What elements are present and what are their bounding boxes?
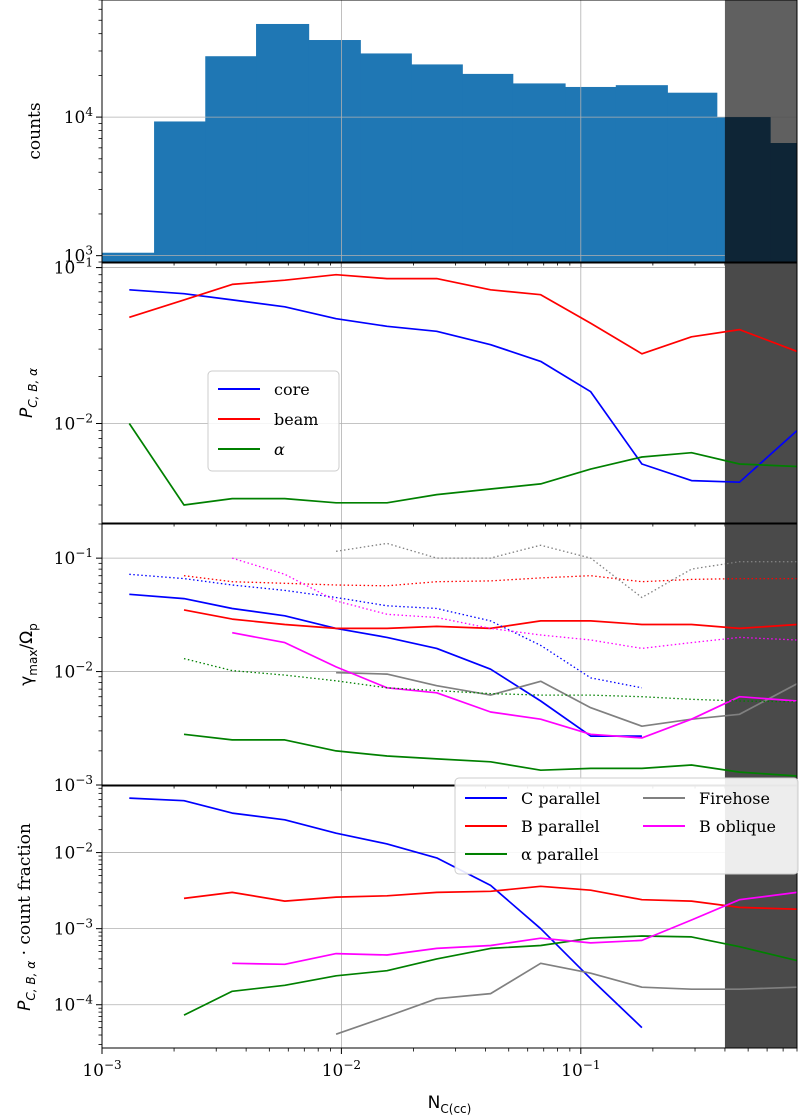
series-line-over-shade [724, 577, 797, 580]
core-line [129, 288, 797, 484]
y-tick-label: 103 [64, 244, 93, 267]
y-tick-label: 10−1 [54, 256, 93, 279]
panel-weighted: 10−4 10−3 10−2 PC, B, α · count fraction 10−… [15, 777, 799, 1116]
legend-label: B oblique [699, 817, 776, 836]
axes-frame [101, 785, 798, 1049]
series-line-over-shade [724, 459, 797, 468]
plot-area [102, 263, 797, 523]
series-line-over-shade [724, 328, 797, 353]
series-line-over-shade [724, 561, 797, 565]
b-parallel-line [183, 609, 797, 630]
series-line-over-shade [724, 695, 797, 705]
legend: C parallel B parallel α parallel Firehose B … [454, 777, 799, 875]
series-line-dotted [183, 575, 797, 587]
legend-label: α [274, 440, 285, 459]
axes-frame [101, 523, 798, 786]
histogram-bar [308, 40, 361, 262]
shaded-region [724, 263, 797, 523]
axes-frame [101, 0, 798, 263]
series-line-over-shade [724, 429, 797, 484]
y-axis-label: PC, B, α [17, 368, 40, 418]
y-tick-label: 10−4 [54, 993, 94, 1016]
firehose-line [335, 962, 797, 1036]
shaded-region [724, 524, 797, 785]
series-line-dotted [129, 573, 643, 689]
b-parallel-line [183, 885, 797, 911]
histogram-bar [615, 85, 668, 262]
plot-area [102, 524, 797, 785]
histogram-bar [411, 64, 463, 262]
-parallel-line [183, 935, 797, 1016]
series-line-over-shade [724, 986, 797, 991]
x-tick-label: 10−1 [561, 1058, 600, 1081]
legend-label: B parallel [521, 817, 600, 836]
-parallel-line [183, 733, 797, 777]
histogram-bar [256, 23, 310, 262]
series-line-over-shade [724, 699, 797, 703]
y-tick-label: 10−3 [54, 917, 93, 940]
beam-line [129, 273, 797, 355]
legend-label: C parallel [521, 789, 600, 808]
series-line-dotted [232, 557, 797, 650]
c-parallel-line [129, 593, 642, 737]
y-axis-label: PC, B, α · count fraction [15, 823, 38, 1011]
--line [128, 423, 797, 506]
series-line-over-shade [724, 623, 797, 630]
panel-counts: 103 104 counts [25, 0, 798, 268]
histogram-bar [462, 73, 514, 262]
series-line-over-shade [724, 942, 797, 962]
legend-label: α parallel [521, 845, 599, 864]
histogram-bar-shaded [770, 143, 797, 262]
histogram-bar [512, 83, 566, 262]
series-line-over-shade [724, 769, 797, 777]
y-tick-label: 104 [64, 105, 94, 128]
y-tick-label: 10−1 [54, 546, 93, 569]
histogram-bar [154, 121, 206, 262]
histogram-bar-shaded [724, 117, 771, 262]
axes-frame [101, 262, 798, 524]
series-line-dotted [336, 542, 797, 599]
series-line-over-shade [724, 891, 797, 907]
x-axis-label: NC(cc) [428, 1093, 472, 1116]
legend: core beam α [207, 370, 340, 472]
histogram-bar [565, 86, 617, 262]
legend-label: beam [274, 410, 318, 429]
series-line-over-shade [724, 904, 797, 911]
c-parallel-line [129, 797, 643, 1029]
histogram-bar [205, 56, 257, 262]
plot-area [102, 0, 797, 262]
y-axis-label: γmax/Ωp [17, 623, 40, 686]
legend-label: core [274, 380, 310, 399]
y-tick-label: 10−3 [54, 773, 93, 796]
panel-probability: 10−2 10−1 PC, B, α core beam α [17, 256, 798, 529]
histogram-bar [360, 53, 412, 262]
series-line-over-shade [724, 636, 797, 641]
y-axis-label: counts [25, 102, 45, 159]
histogram-bar [667, 92, 718, 262]
legend-box [207, 370, 340, 472]
b-oblique-line [232, 891, 797, 966]
y-tick-label: 10−2 [54, 841, 93, 864]
y-tick-label: 10−2 [54, 660, 93, 683]
series-line-over-shade [724, 683, 797, 717]
legend-label: Firehose [699, 789, 770, 808]
b-oblique-line [232, 631, 797, 739]
legend-box [454, 777, 799, 875]
series-line-dotted [183, 657, 797, 703]
x-tick-label: 10−3 [82, 1058, 121, 1081]
histogram-bar [102, 252, 155, 262]
y-tick-label: 10−2 [54, 411, 93, 434]
panel-growth-rate: 10−3 10−2 10−1 γmax/Ωp [17, 523, 798, 796]
x-tick-label: 10−2 [322, 1058, 361, 1081]
